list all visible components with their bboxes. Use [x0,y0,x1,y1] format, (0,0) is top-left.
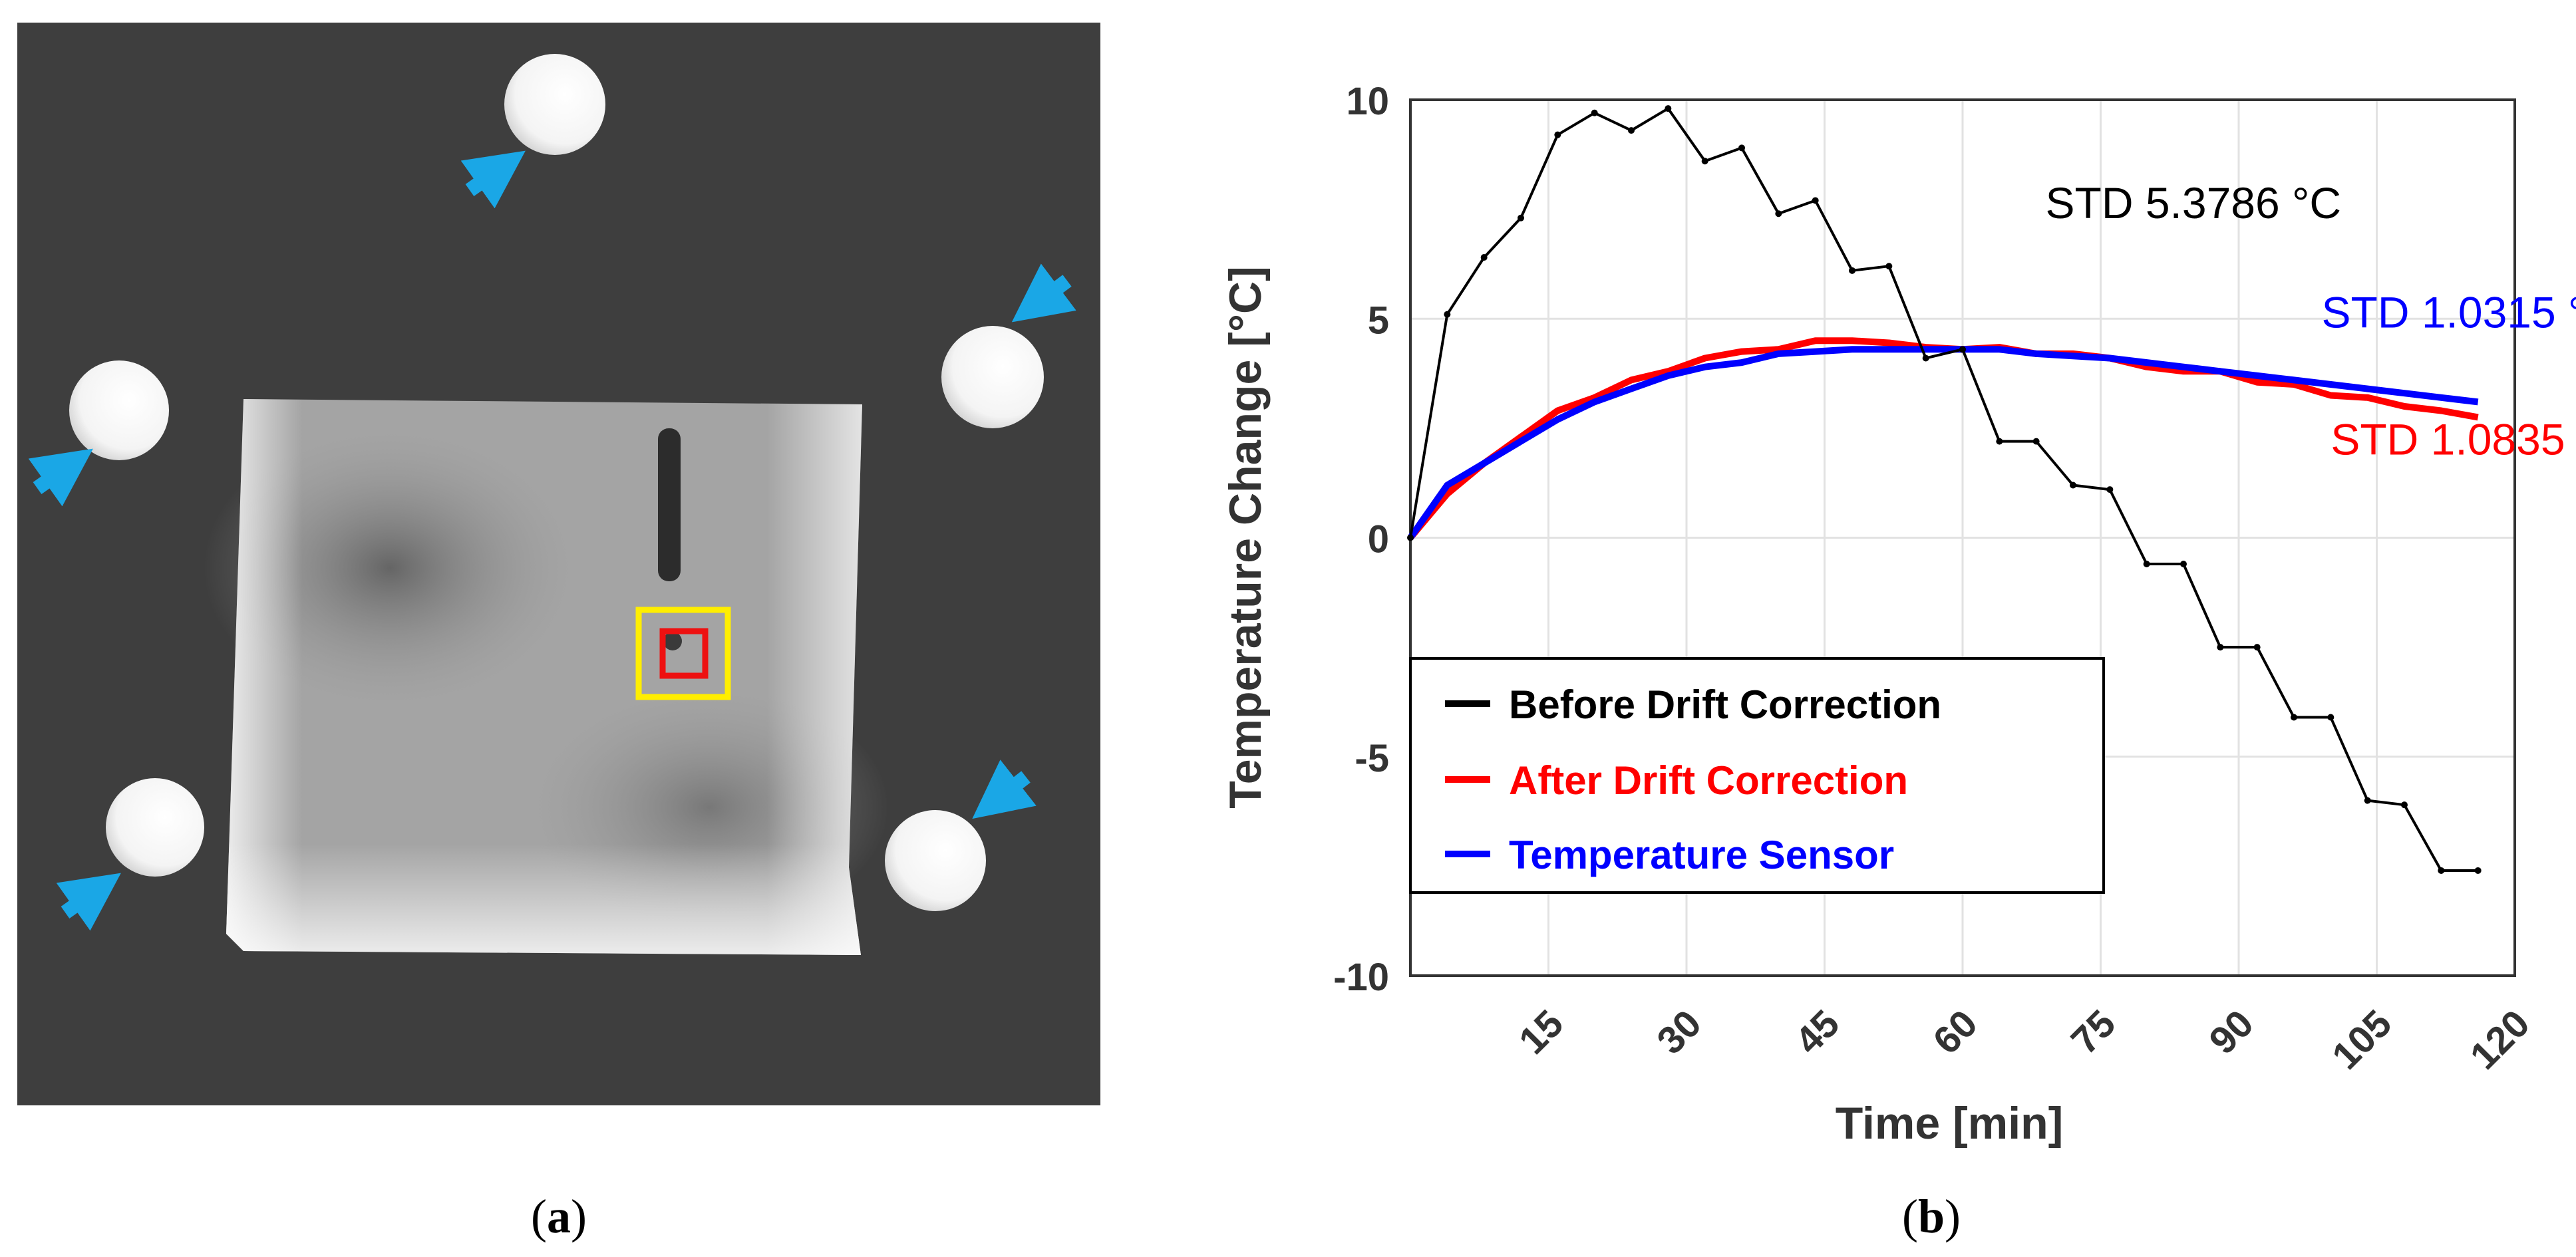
x-tick-label: 45 [1787,1002,1848,1063]
data-point [1628,127,1635,134]
y-tick-label: 0 [1368,518,1389,561]
y-tick-label: 5 [1368,299,1389,342]
x-tick-labels: 15 30 45 60 75 90 105 120 [1511,1002,2538,1077]
data-point [1407,534,1414,541]
reference-marker [69,360,169,460]
data-point [2401,801,2408,809]
x-tick-label: 105 [2324,1002,2400,1077]
arrow-icon [1011,263,1076,323]
arrow-icon [460,150,526,209]
caption-b: (b) [1901,1190,1961,1243]
phantom-image-panel [17,23,1100,1105]
x-tick-label: 30 [1649,1002,1710,1063]
reference-marker [941,326,1044,428]
plot-frame [1409,98,2516,977]
legend-label-sensor: Temperature Sensor [1509,833,1894,877]
reference-marker [504,54,605,155]
x-tick-label: 15 [1511,1002,1572,1063]
reference-marker [106,778,204,877]
y-axis-label: Temperature Change [°C] [1220,266,1271,809]
chart-grid [1410,98,2516,977]
data-point [2364,797,2371,804]
chart-annotations: STD 5.3786 °C STD 1.0315 °C STD 1.0835 °C [2046,178,2576,464]
legend-label-after: After Drift Correction [1509,758,1908,803]
y-tick-labels: 10 5 0 -5 -10 [1333,80,1389,999]
x-tick-label: 90 [2201,1002,2262,1063]
data-point [2032,438,2040,445]
phantom-body [204,399,889,955]
data-point [1518,214,1524,221]
data-point [1554,131,1561,138]
x-axis-label: Time [min] [1836,1098,2064,1149]
data-point [2474,867,2482,874]
data-point [2327,714,2334,721]
data-point [1812,197,1819,204]
data-point [1775,210,1782,217]
data-point [1849,267,1855,274]
caption-a: (a) [531,1190,587,1243]
data-point [1996,438,2003,445]
data-point [1738,144,1745,152]
data-point [1959,346,1966,353]
y-tick-label: -5 [1355,737,1389,780]
data-point [2253,644,2261,651]
reference-marker [885,810,986,911]
x-tick-label: 75 [2063,1002,2124,1063]
data-point [2070,482,2076,489]
std-annotation: STD 1.0835 °C [2331,414,2576,464]
data-point [1885,263,1893,270]
legend: Before Drift Correction After Drift Corr… [1409,657,2105,894]
data-point [2106,486,2114,493]
data-point [2217,644,2224,651]
arrow-icon [972,760,1037,819]
data-point [2143,561,2150,568]
data-point [1701,158,1708,165]
data-point [2291,714,2297,721]
data-point [1591,109,1598,116]
data-point [1480,254,1488,261]
data-point [1922,354,1929,362]
chart-series [1407,105,2482,874]
data-point [2180,561,2187,568]
data-point [2438,867,2445,874]
phantom-image [17,23,1100,1105]
y-tick-label: 10 [1346,80,1389,123]
roi-inner-box [659,628,709,679]
std-annotation: STD 5.3786 °C [2046,178,2342,227]
arrow-icon [56,873,121,931]
std-annotation: STD 1.0315 °C [2322,287,2576,337]
needle-artifact [658,428,681,581]
series-line-sensor [1407,346,2479,540]
roi-outer-box [635,607,731,700]
series-line-after [1408,337,2479,540]
legend-box [1409,657,2105,894]
x-tick-label: 120 [2462,1002,2537,1077]
data-point [1444,311,1451,318]
data-point [1665,105,1672,112]
legend-label-before: Before Drift Correction [1509,682,1941,727]
y-tick-label: -10 [1333,956,1389,999]
series-line-before [1409,107,2478,872]
x-tick-label: 60 [1925,1002,1986,1063]
arrow-icon [28,448,93,507]
